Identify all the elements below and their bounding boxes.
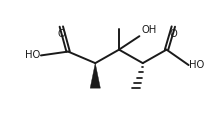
Text: O: O	[170, 29, 177, 40]
Polygon shape	[90, 63, 100, 88]
Text: HO: HO	[189, 60, 205, 70]
Text: OH: OH	[141, 25, 156, 35]
Text: O: O	[57, 29, 65, 40]
Text: HO: HO	[25, 50, 40, 60]
